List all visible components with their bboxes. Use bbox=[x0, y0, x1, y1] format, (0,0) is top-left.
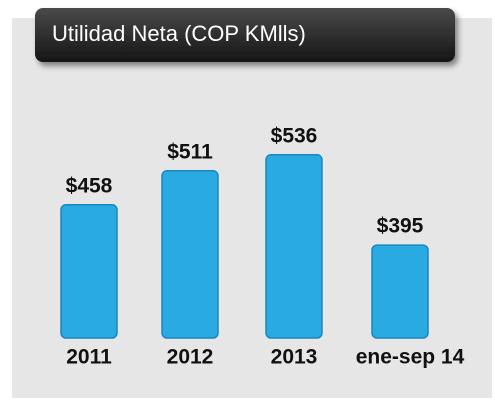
bar bbox=[265, 154, 323, 339]
value-label: $536 bbox=[271, 124, 318, 147]
x-tick-label: ene-sep 14 bbox=[356, 346, 465, 369]
x-tick-label: 2011 bbox=[66, 346, 112, 369]
bar bbox=[60, 204, 118, 339]
title-bar bbox=[35, 8, 455, 62]
value-label: $511 bbox=[167, 140, 213, 163]
value-label: $395 bbox=[377, 215, 424, 238]
bar bbox=[371, 244, 429, 339]
bar bbox=[161, 170, 219, 339]
value-label: $458 bbox=[66, 174, 113, 197]
x-tick-label: 2012 bbox=[167, 346, 214, 369]
x-tick-label: 2013 bbox=[271, 346, 318, 369]
chart-title: Utilidad Neta (COP KMlls) bbox=[52, 21, 306, 46]
